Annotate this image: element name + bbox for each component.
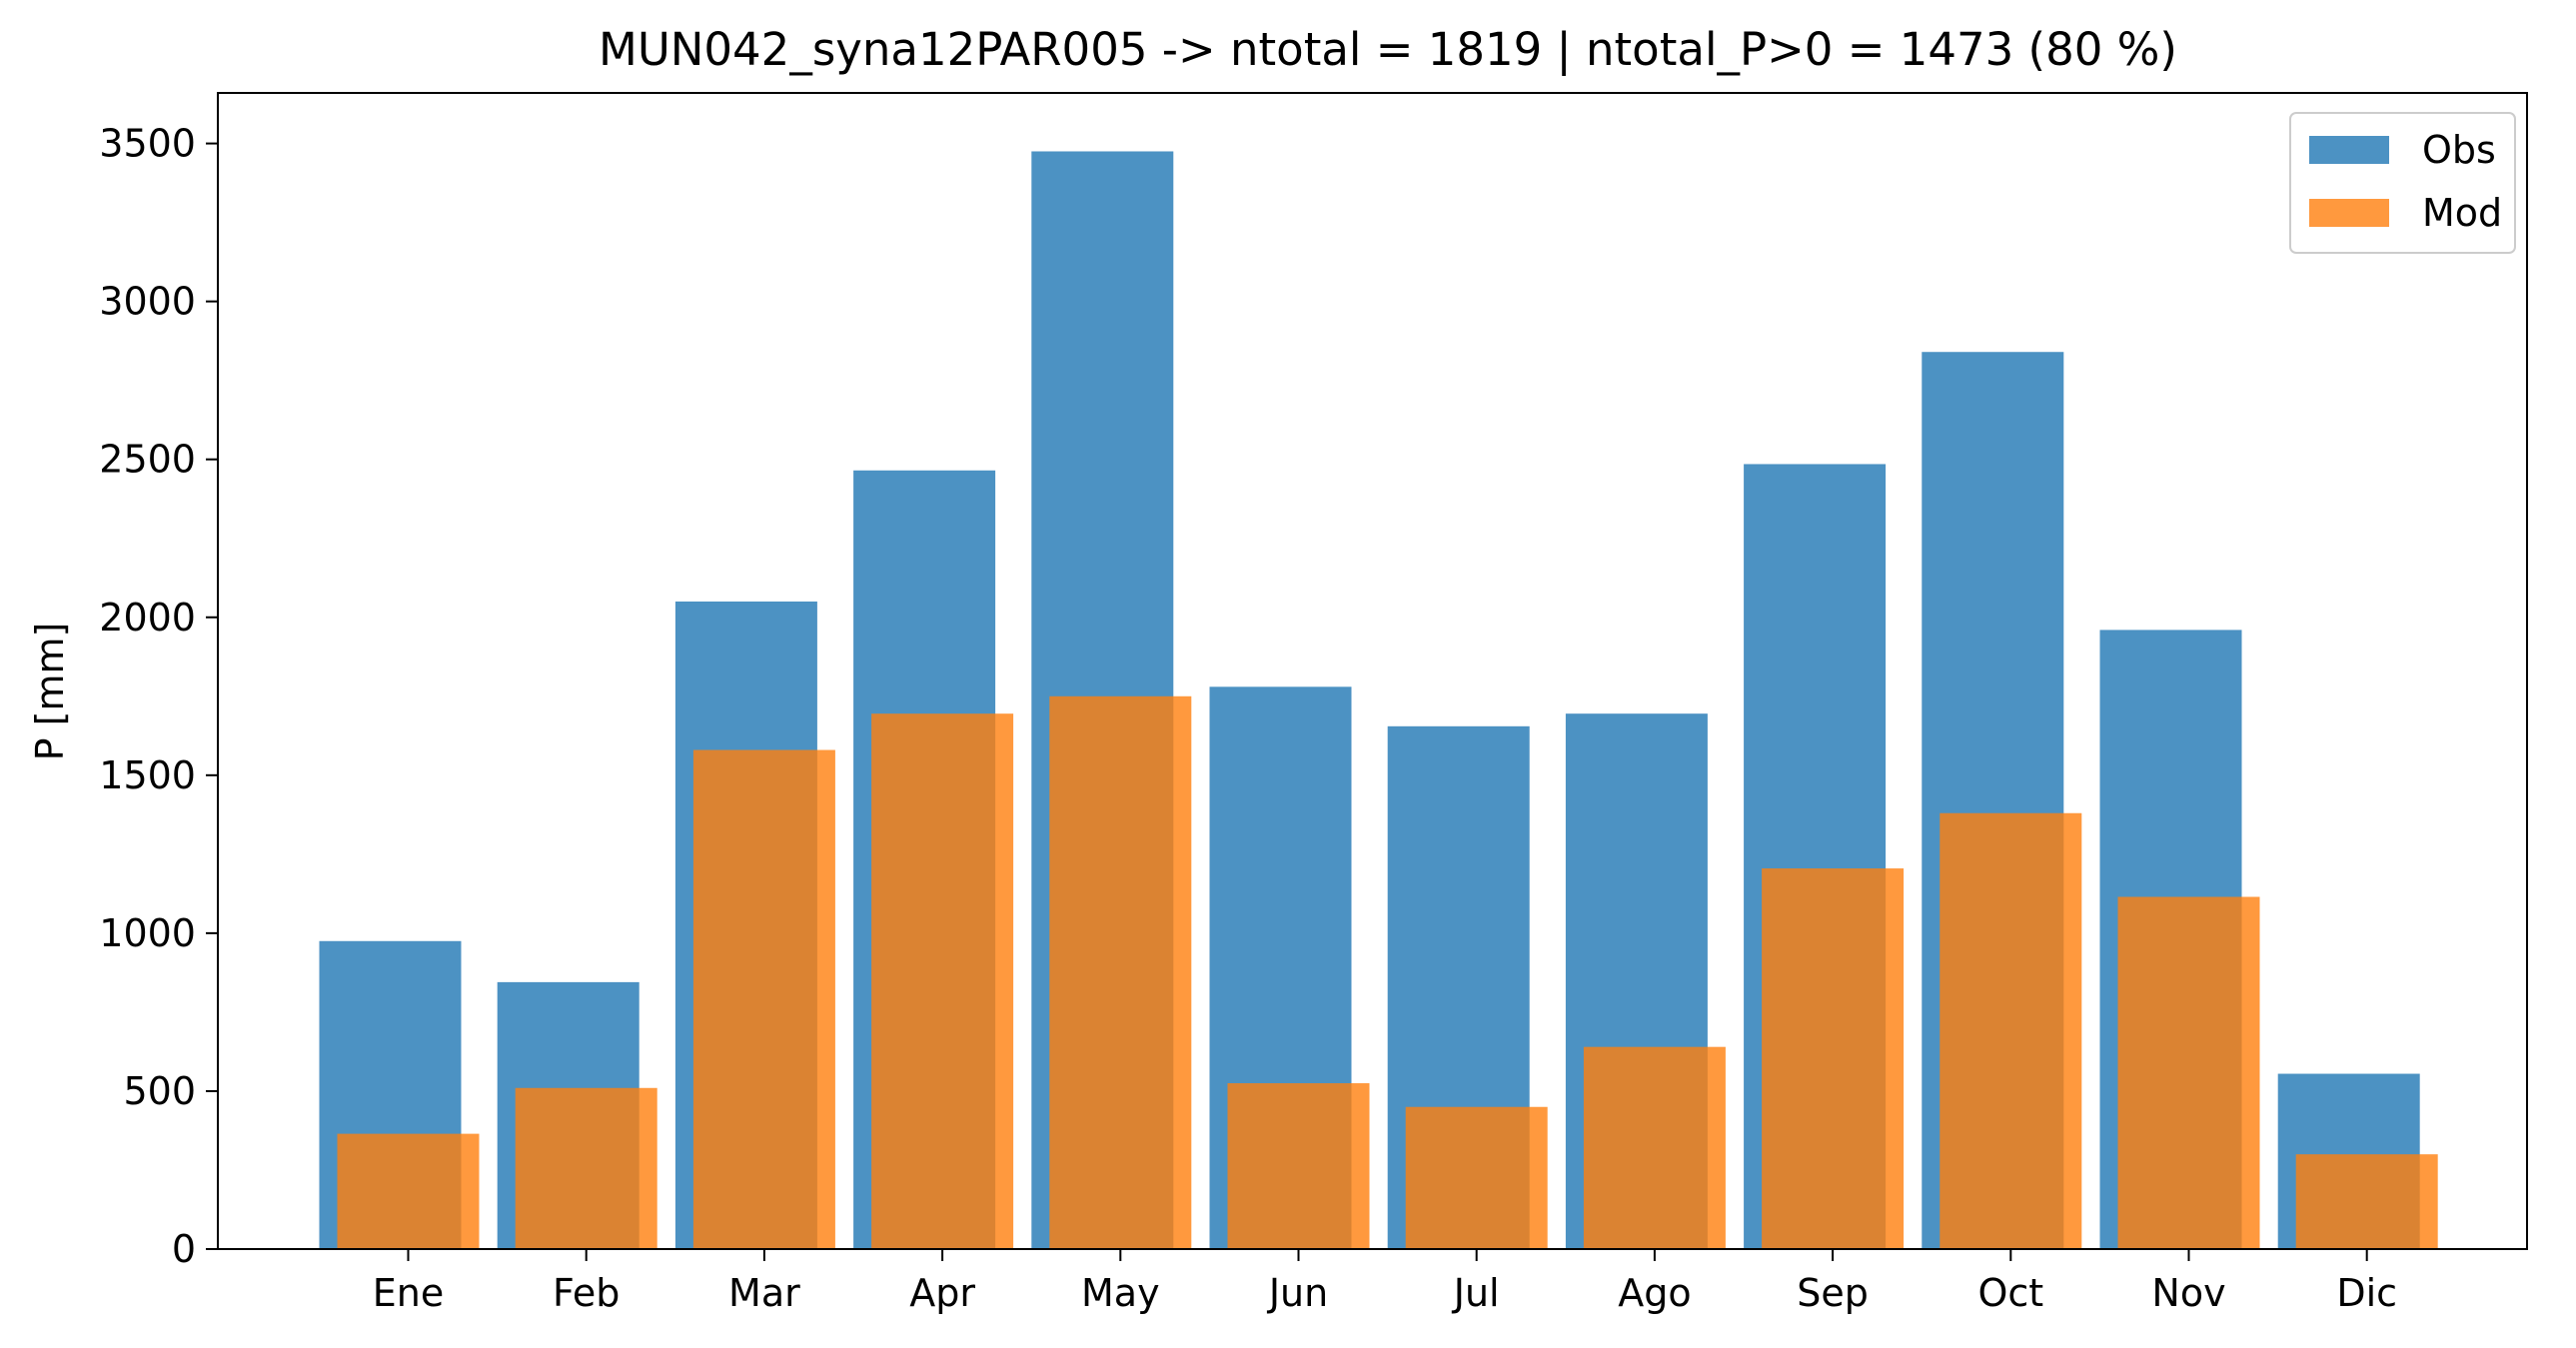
x-tick-label: Nov	[2151, 1271, 2225, 1315]
bar-mod-apr	[871, 713, 1014, 1249]
x-tick-label: Mar	[728, 1271, 800, 1315]
x-tick-label: Dic	[2336, 1271, 2397, 1315]
bar-mod-ago	[1583, 1046, 1726, 1249]
bar-mod-nov	[2117, 896, 2260, 1249]
legend-swatch-mod	[2309, 199, 2389, 227]
bar-mod-sep	[1762, 868, 1905, 1249]
y-tick-label: 1500	[99, 753, 196, 797]
x-tick-label: Oct	[1977, 1271, 2043, 1315]
bar-mod-jul	[1405, 1106, 1548, 1249]
bar-mod-jun	[1227, 1083, 1370, 1249]
legend-label-mod: Mod	[2422, 191, 2502, 235]
bar-mod-dic	[2295, 1154, 2438, 1249]
x-tick-label: Ene	[373, 1271, 444, 1315]
legend: Obs Mod	[2289, 112, 2516, 254]
legend-label-obs: Obs	[2422, 128, 2496, 172]
x-tick-label: Ago	[1618, 1271, 1691, 1315]
y-axis-label: P [mm]	[28, 623, 72, 761]
bars-group	[319, 151, 2438, 1250]
x-tick-label: Feb	[553, 1271, 620, 1315]
y-tick-label: 0	[172, 1227, 196, 1271]
bar-mod-oct	[1939, 812, 2082, 1249]
x-tick-label: Jun	[1267, 1271, 1328, 1315]
y-axis: 0 500 1000 1500 2000 2500 3000 3500	[99, 122, 218, 1271]
y-tick-label: 500	[123, 1069, 196, 1113]
x-axis: Ene Feb Mar Apr May Jun Jul Ago Sep Oct Nov Dic	[373, 1249, 2397, 1315]
y-tick-label: 3000	[99, 280, 196, 324]
y-tick-label: 3500	[99, 122, 196, 166]
x-tick-label: May	[1081, 1271, 1160, 1315]
plot-frame	[217, 92, 2528, 1250]
bar-mod-mar	[692, 749, 835, 1249]
y-tick-label: 1000	[99, 911, 196, 955]
chart-title: MUN042_syna12PAR005 -> ntotal = 1819 | n…	[599, 23, 2177, 76]
x-tick-label: Jul	[1452, 1271, 1500, 1315]
bar-mod-ene	[337, 1133, 480, 1249]
y-tick-label: 2000	[99, 596, 196, 640]
bar-mod-feb	[515, 1087, 657, 1249]
bar-mod-may	[1049, 695, 1192, 1249]
y-tick-label: 2500	[99, 438, 196, 482]
legend-swatch-obs	[2309, 136, 2389, 164]
x-tick-label: Apr	[909, 1271, 975, 1315]
x-tick-label: Sep	[1797, 1271, 1869, 1315]
